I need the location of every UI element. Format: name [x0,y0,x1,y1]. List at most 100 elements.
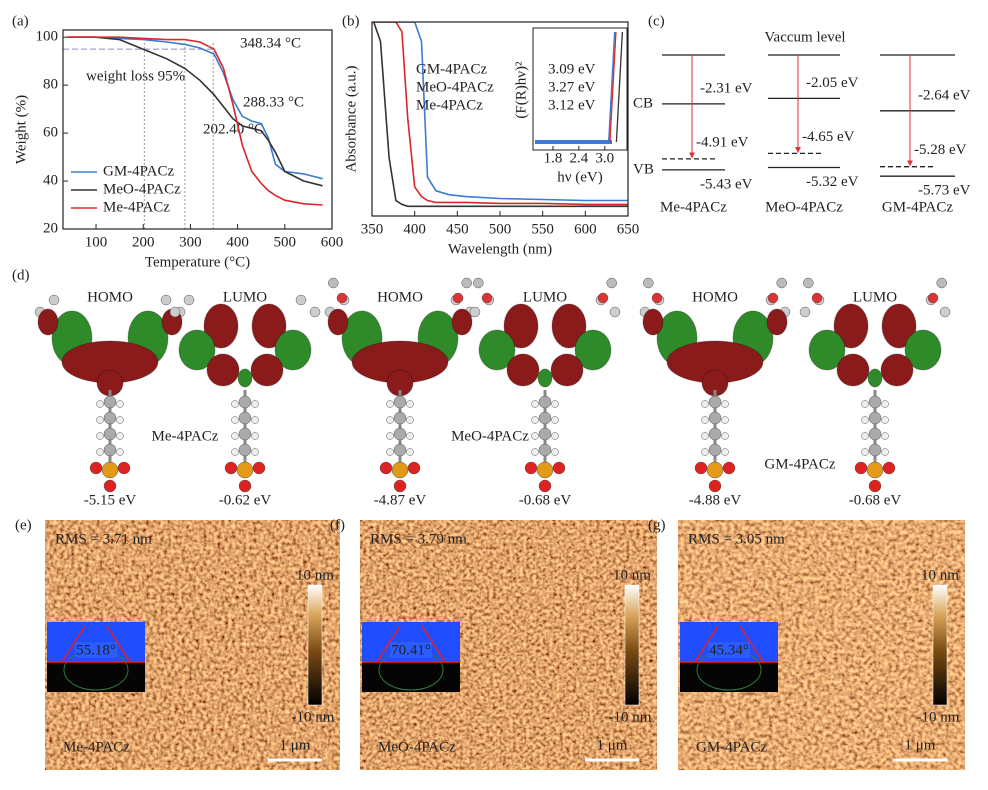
panel-label: (d) [12,267,30,283]
x-tick-label: 300 [179,234,202,250]
orbital-lobe [808,329,846,371]
plot-frame [62,29,333,230]
y-tick-label: 40 [43,172,58,188]
atom [473,277,484,289]
atom [868,411,882,425]
molecule-name: MeO-4PACz [451,428,529,444]
orbital-energy: -4.87 eV [374,492,427,508]
atom [643,277,654,289]
atom [251,400,259,408]
atom [238,411,252,425]
orbital-lobe [881,303,917,349]
atom [606,277,617,289]
series-line [373,22,628,206]
orbital-lobe [833,303,869,349]
atom [536,461,554,479]
legend-label: GM-4PACz [416,61,487,77]
tangent [376,625,401,663]
x-tick-label: 500 [489,221,512,237]
orbital-energy: -0.68 eV [519,492,572,508]
rms-label: RMS = 3.05 nm [688,531,785,547]
atom [609,306,621,318]
orbital-title: HOMO [377,289,423,305]
material-label: GM-4PACz [882,199,953,215]
orbital-lobe [251,303,287,349]
tangent [694,625,719,663]
colorbar-max: 10 nm [296,567,334,583]
atom [551,416,559,424]
sample-label: Me-4PACz [63,739,130,755]
bandgap-line [615,31,624,143]
rms-label: RMS = 3.71 nm [55,531,152,547]
atom [706,461,724,479]
inset-y-label: (F(R)hν)² [513,61,529,119]
atom [238,395,252,409]
atom [116,448,124,456]
orbital-energy: -0.68 eV [849,492,902,508]
reference-label: 202.40 °C [203,121,264,137]
atom [101,461,119,479]
atom [116,432,124,440]
atom [551,448,559,456]
atom [336,292,348,304]
atom [708,479,722,493]
atom [251,416,259,424]
orbital-title: HOMO [87,289,133,305]
level-name: VB [633,161,654,177]
atom [531,400,539,408]
x-tick-label: 350 [361,221,384,237]
series-line [373,22,628,202]
colorbar-min: -10 nm [292,709,335,725]
atom [393,443,407,457]
orbital-lobe [550,353,584,387]
legend-label: Me-4PACz [416,97,483,113]
panel-label: (b) [342,13,360,29]
series-line [67,36,323,206]
atom [406,416,414,424]
orbital-lobe [574,329,612,371]
atom [538,411,552,425]
atom [386,400,394,408]
orbital-lobe [880,353,914,387]
material-label: MeO-4PACz [765,199,843,215]
atom [231,432,239,440]
y-tick-label: 20 [43,220,58,236]
colorbar [307,584,323,706]
atom [721,400,729,408]
legend-label: GM-4PACz [103,163,174,179]
atom [694,461,708,475]
atom [939,306,951,318]
x-tick-label: 600 [574,221,597,237]
orbital-lobe [551,303,587,349]
molecule-name: GM-4PACz [764,456,835,472]
contact-base [47,662,145,692]
atom [48,294,60,306]
atom [927,292,939,304]
atom [866,461,884,479]
x-tick-label: 400 [226,234,249,250]
atom [481,292,493,304]
bandgap-line [609,31,617,143]
atom [721,432,729,440]
atom [386,448,394,456]
bandgap-label: 3.27 eV [548,79,596,95]
atom [531,448,539,456]
rms-label: RMS = 3.79 nm [370,531,467,547]
orbital-lobe [203,303,239,349]
atom [169,306,181,318]
atom [721,448,729,456]
level-value: -2.64 eV [918,87,971,103]
atom [936,277,947,289]
panel-label: (c) [648,13,665,29]
orbital-lobe [274,329,312,371]
atom [776,277,787,289]
orbital-energy: -5.15 eV [84,492,137,508]
atom [854,461,868,475]
colorbar-min: -10 nm [609,709,652,725]
level-value: -5.32 eV [806,174,859,190]
orbital-lobe [206,353,240,387]
bandgap-label: 3.12 eV [548,97,596,113]
orbital-lobe [37,308,59,336]
y-tick-label: 80 [43,77,58,93]
orbital-lobe [503,303,539,349]
